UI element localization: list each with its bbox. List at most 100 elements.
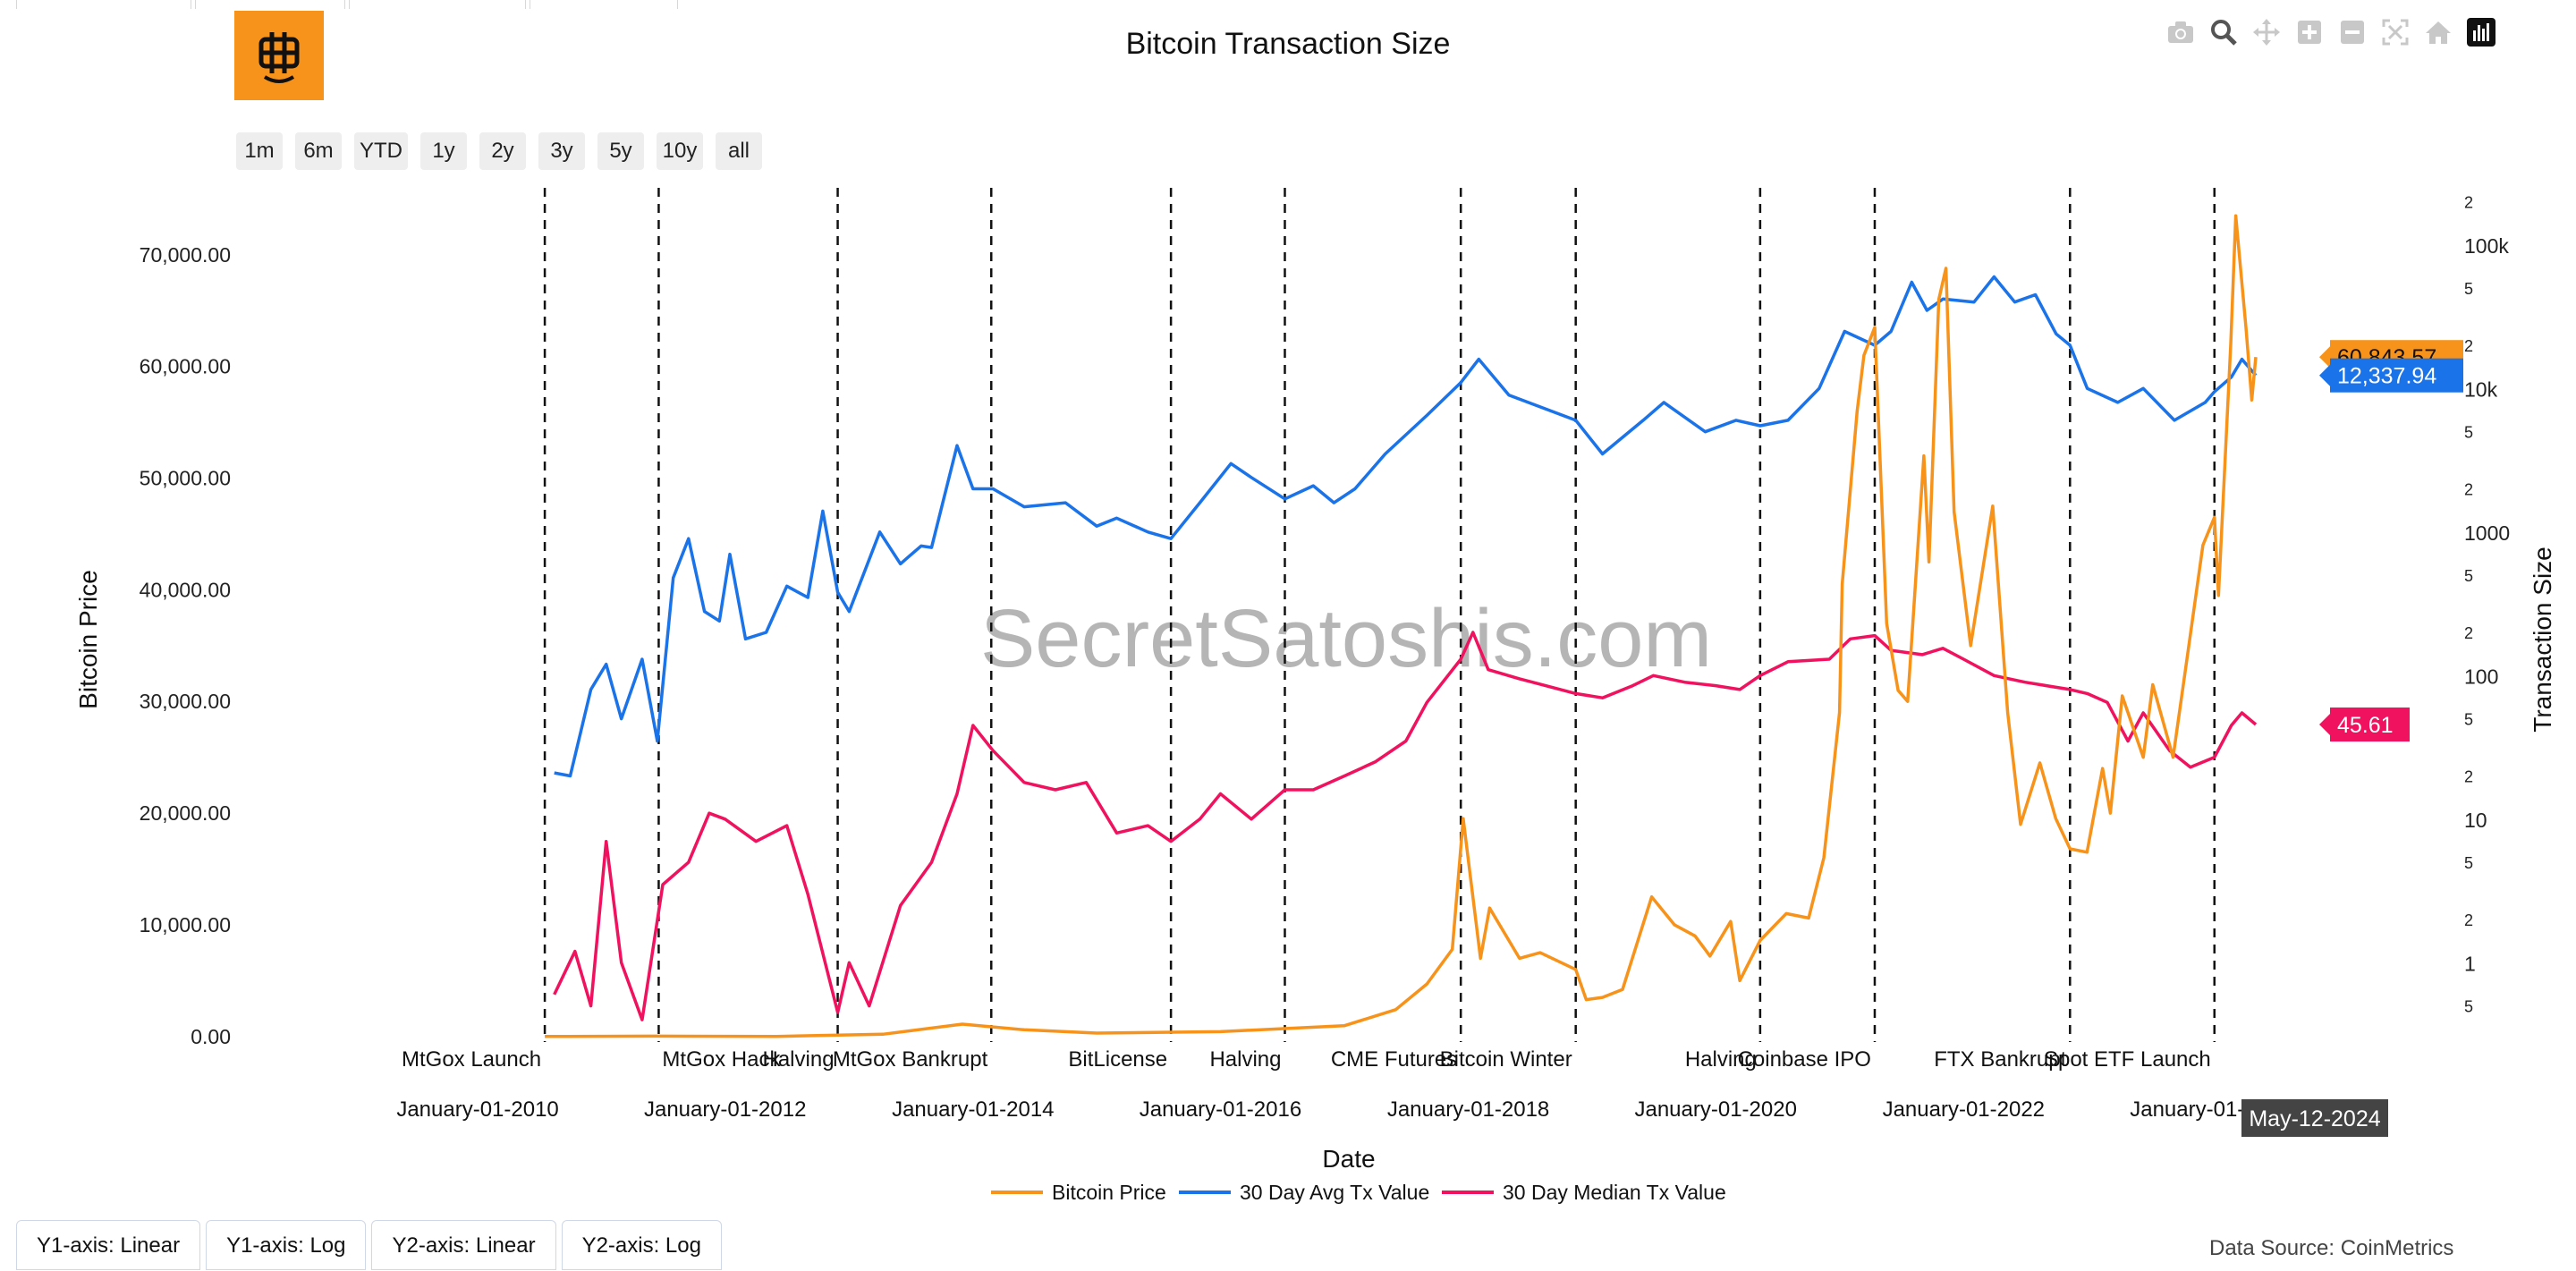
y2-tick-label: 100k [2464,234,2509,258]
event-label: Bitcoin Winter [1440,1047,1572,1072]
legend-item-price[interactable]: Bitcoin Price [991,1181,1166,1204]
event-label: Halving [763,1047,835,1072]
y2-minor-tick-label: 2 [2464,767,2473,785]
badge-bg [2330,708,2410,742]
y1-linear-button[interactable]: Y1-axis: Linear [16,1220,201,1270]
badge-arrow [2319,364,2330,386]
series-line[interactable] [545,214,2258,1038]
y1-axis: 0.00 10,000.00 20,000.00 30,000.00 40,000.00… [140,243,231,1048]
y2-minor-tick-label: 5 [2464,424,2473,442]
chart-area[interactable]: SecretSatoshis.com MtGox Launch MtGox Hac… [0,0,2576,1207]
y1-tick-label: 40,000.00 [140,578,231,601]
y1-tick-label: 10,000.00 [140,913,231,936]
modebar [2165,16,2497,48]
legend-item-median[interactable]: 30 Day Median Tx Value [1442,1181,1726,1204]
event-label: Halving [1209,1047,1281,1072]
range-button-3y[interactable]: 3y [538,132,585,170]
zoom-icon[interactable] [2207,16,2240,48]
range-button-10y[interactable]: 10y [657,132,703,170]
y1-tick-label: 0.00 [191,1025,231,1048]
y2-minor-tick-label: 5 [2464,711,2473,729]
x-tick-label: January-01-2022 [1883,1097,2045,1122]
y1-tick-label: 50,000.00 [140,467,231,490]
x-tick-label: January-01-2016 [1140,1097,1301,1122]
y1-tick-label: 30,000.00 [140,690,231,713]
x-tick-label: January-01-2014 [892,1097,1054,1122]
home-icon[interactable] [2422,16,2454,48]
x-tick-label: January-01-2012 [644,1097,806,1122]
pan-icon[interactable] [2250,16,2283,48]
y2-log-button[interactable]: Y2-axis: Log [561,1220,722,1270]
range-button-all[interactable]: all [716,132,762,170]
y2-tick-label: 10 [2464,809,2487,832]
zoom-in-icon[interactable] [2293,16,2326,48]
y1-tick-label: 20,000.00 [140,801,231,825]
y1-tick-label: 70,000.00 [140,243,231,267]
series-lines [545,214,2258,1038]
y2-axis: 1 10 100 1000 10k 100k 5 2 5 2 5 2 5 2 5 2 5 2 [2464,194,2510,1016]
y1-log-button[interactable]: Y1-axis: Log [206,1220,367,1270]
y2-minor-tick-label: 2 [2464,911,2473,929]
top-tab [349,0,526,9]
camera-icon[interactable] [2165,16,2197,48]
plotly-logo-icon[interactable] [2465,16,2497,48]
zoom-out-icon[interactable] [2336,16,2368,48]
x-tick-label: January-01-2018 [1387,1097,1549,1122]
legend-label-price: Bitcoin Price [1052,1181,1166,1204]
range-button-5y[interactable]: 5y [597,132,644,170]
event-label: BitLicense [1068,1047,1167,1072]
top-tab [530,0,678,9]
x-tick-label: January-01-2010 [396,1097,558,1122]
legend: Bitcoin Price 30 Day Avg Tx Value 30 Day… [991,1181,1726,1204]
last-value-badge: 12,337.94 [2337,364,2436,389]
range-button-1m[interactable]: 1m [236,132,283,170]
range-button-6m[interactable]: 6m [295,132,342,170]
y2-minor-tick-label: 2 [2464,624,2473,642]
y2-minor-tick-label: 2 [2464,481,2473,499]
y2-tick-label: 100 [2464,665,2498,688]
range-button-2y[interactable]: 2y [479,132,526,170]
top-tab [16,0,191,9]
y2-linear-button[interactable]: Y2-axis: Linear [371,1220,556,1270]
y2-tick-label: 1 [2464,952,2476,975]
y2-minor-tick-label: 2 [2464,337,2473,355]
watermark: SecretSatoshis.com [980,593,1712,684]
bitcoin-logo-icon [258,32,300,83]
badge-bg [2330,358,2463,393]
y2-minor-tick-label: 5 [2464,998,2473,1016]
last-value-badge: 45.61 [2337,713,2394,738]
series-line[interactable] [553,631,2258,1021]
y1-tick-label: 60,000.00 [140,355,231,378]
range-button-1y[interactable]: 1y [420,132,467,170]
event-label: Coinbase IPO [1738,1047,1871,1072]
hover-date-text: May-12-2024 [2249,1106,2380,1131]
series-line[interactable] [554,275,2258,778]
x-axis: January-01-2010 January-01-2012 January-01… [396,1097,2292,1122]
y2-tick-label: 10k [2464,377,2498,401]
badge-arrow [2319,346,2330,369]
y2-minor-tick-label: 5 [2464,854,2473,872]
hover-date-label: May-12-2024 [2241,1099,2388,1137]
y2-minor-tick-label: 5 [2464,567,2473,585]
y2-minor-tick-label: 2 [2464,194,2473,212]
axis-scale-buttons: Y1-axis: Linear Y1-axis: Log Y2-axis: Li… [16,1220,727,1270]
top-tab [195,0,345,9]
site-logo [234,11,324,100]
x-axis-title: Date [1322,1145,1375,1173]
autoscale-icon[interactable] [2379,16,2411,48]
y2-axis-title: Transaction Size [2529,547,2556,733]
event-label: Spot ETF Launch [2044,1047,2211,1072]
y1-axis-title: Bitcoin Price [74,570,102,709]
badge-arrow [2319,714,2330,736]
y2-tick-label: 1000 [2464,521,2510,545]
legend-item-avg[interactable]: 30 Day Avg Tx Value [1179,1181,1429,1204]
legend-label-avg: 30 Day Avg Tx Value [1240,1181,1429,1204]
event-label: Halving [1685,1047,1757,1072]
event-label: CME Futures [1331,1047,1457,1072]
range-selector: 1m 6m YTD 1y 2y 3y 5y 10y all [236,132,762,170]
x-tick-label: January-01-2020 [1634,1097,1796,1122]
legend-label-median: 30 Day Median Tx Value [1503,1181,1726,1204]
chart-title: Bitcoin Transaction Size [1125,27,1451,61]
range-button-ytd[interactable]: YTD [354,132,408,170]
